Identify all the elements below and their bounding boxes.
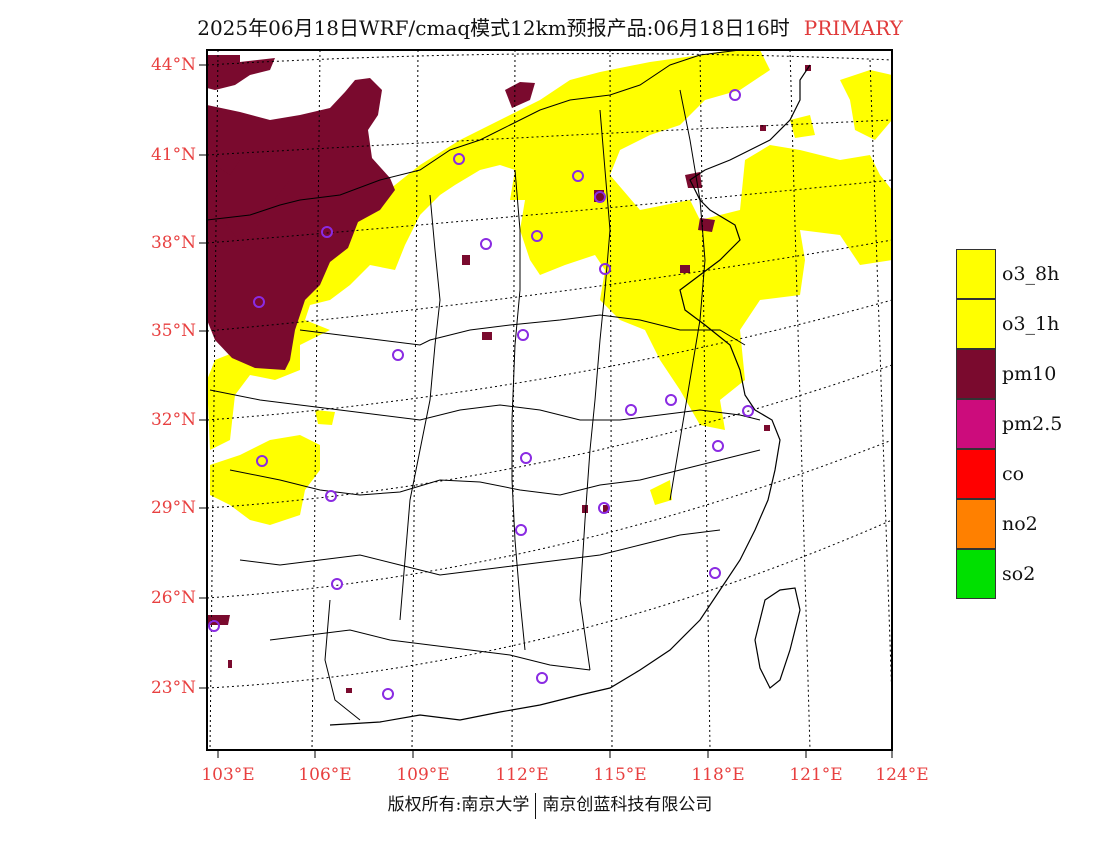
lon-label-109e: 109°E bbox=[396, 765, 450, 785]
copyright-owner: 版权所有:南京大学 bbox=[387, 795, 530, 815]
axis-ticks bbox=[199, 64, 893, 758]
lat-label-44n: 44°N bbox=[150, 55, 196, 75]
legend-label: no2 bbox=[1002, 513, 1038, 535]
lon-label-106e: 106°E bbox=[298, 765, 352, 785]
coastline bbox=[329, 64, 811, 726]
province-boundaries bbox=[207, 50, 761, 721]
o3-exceedance-area bbox=[207, 50, 892, 525]
lat-label-23n: 23°N bbox=[150, 678, 196, 698]
pm10-exceedance-area bbox=[207, 55, 811, 693]
legend-swatch bbox=[956, 399, 996, 449]
legend-label: co bbox=[1002, 463, 1025, 485]
legend-swatch bbox=[956, 249, 996, 299]
legend-swatch bbox=[956, 449, 996, 499]
lon-label-121e: 121°E bbox=[789, 765, 843, 785]
lat-label-32n: 32°N bbox=[150, 410, 196, 430]
monitoring-stations bbox=[208, 89, 754, 700]
footer-separator bbox=[535, 792, 537, 819]
legend-swatch bbox=[956, 549, 996, 599]
lat-label-38n: 38°N bbox=[150, 233, 196, 253]
copyright-footer: 版权所有:南京大学 南京创蓝科技有限公司 bbox=[0, 790, 1100, 819]
legend-label: o3_8h bbox=[1002, 263, 1060, 285]
map-border bbox=[206, 49, 893, 751]
map-content bbox=[207, 50, 892, 750]
lon-label-115e: 115°E bbox=[593, 765, 647, 785]
lat-label-26n: 26°N bbox=[150, 588, 196, 608]
lat-label-35n: 35°N bbox=[150, 321, 196, 341]
legend-label: so2 bbox=[1002, 563, 1036, 585]
title-tag: PRIMARY bbox=[803, 16, 903, 40]
legend-swatch bbox=[956, 299, 996, 349]
lat-label-41n: 41°N bbox=[150, 145, 196, 165]
lon-label-124e: 124°E bbox=[875, 765, 929, 785]
title-main: 2025年06月18日WRF/cmaq模式12km预报产品:06月18日16时 bbox=[197, 16, 790, 40]
copyright-company: 南京创蓝科技有限公司 bbox=[542, 795, 713, 815]
lon-label-112e: 112°E bbox=[495, 765, 549, 785]
lon-label-118e: 118°E bbox=[691, 765, 745, 785]
graticule bbox=[207, 50, 892, 750]
lon-label-103e: 103°E bbox=[201, 765, 255, 785]
legend-label: o3_1h bbox=[1002, 313, 1060, 335]
legend-swatch bbox=[956, 349, 996, 399]
legend-swatch bbox=[956, 499, 996, 549]
map-title: 2025年06月18日WRF/cmaq模式12km预报产品:06月18日16时 P… bbox=[0, 12, 1100, 41]
legend-label: pm10 bbox=[1002, 363, 1057, 385]
legend-label: pm2.5 bbox=[1002, 413, 1063, 435]
lat-label-29n: 29°N bbox=[150, 498, 196, 518]
